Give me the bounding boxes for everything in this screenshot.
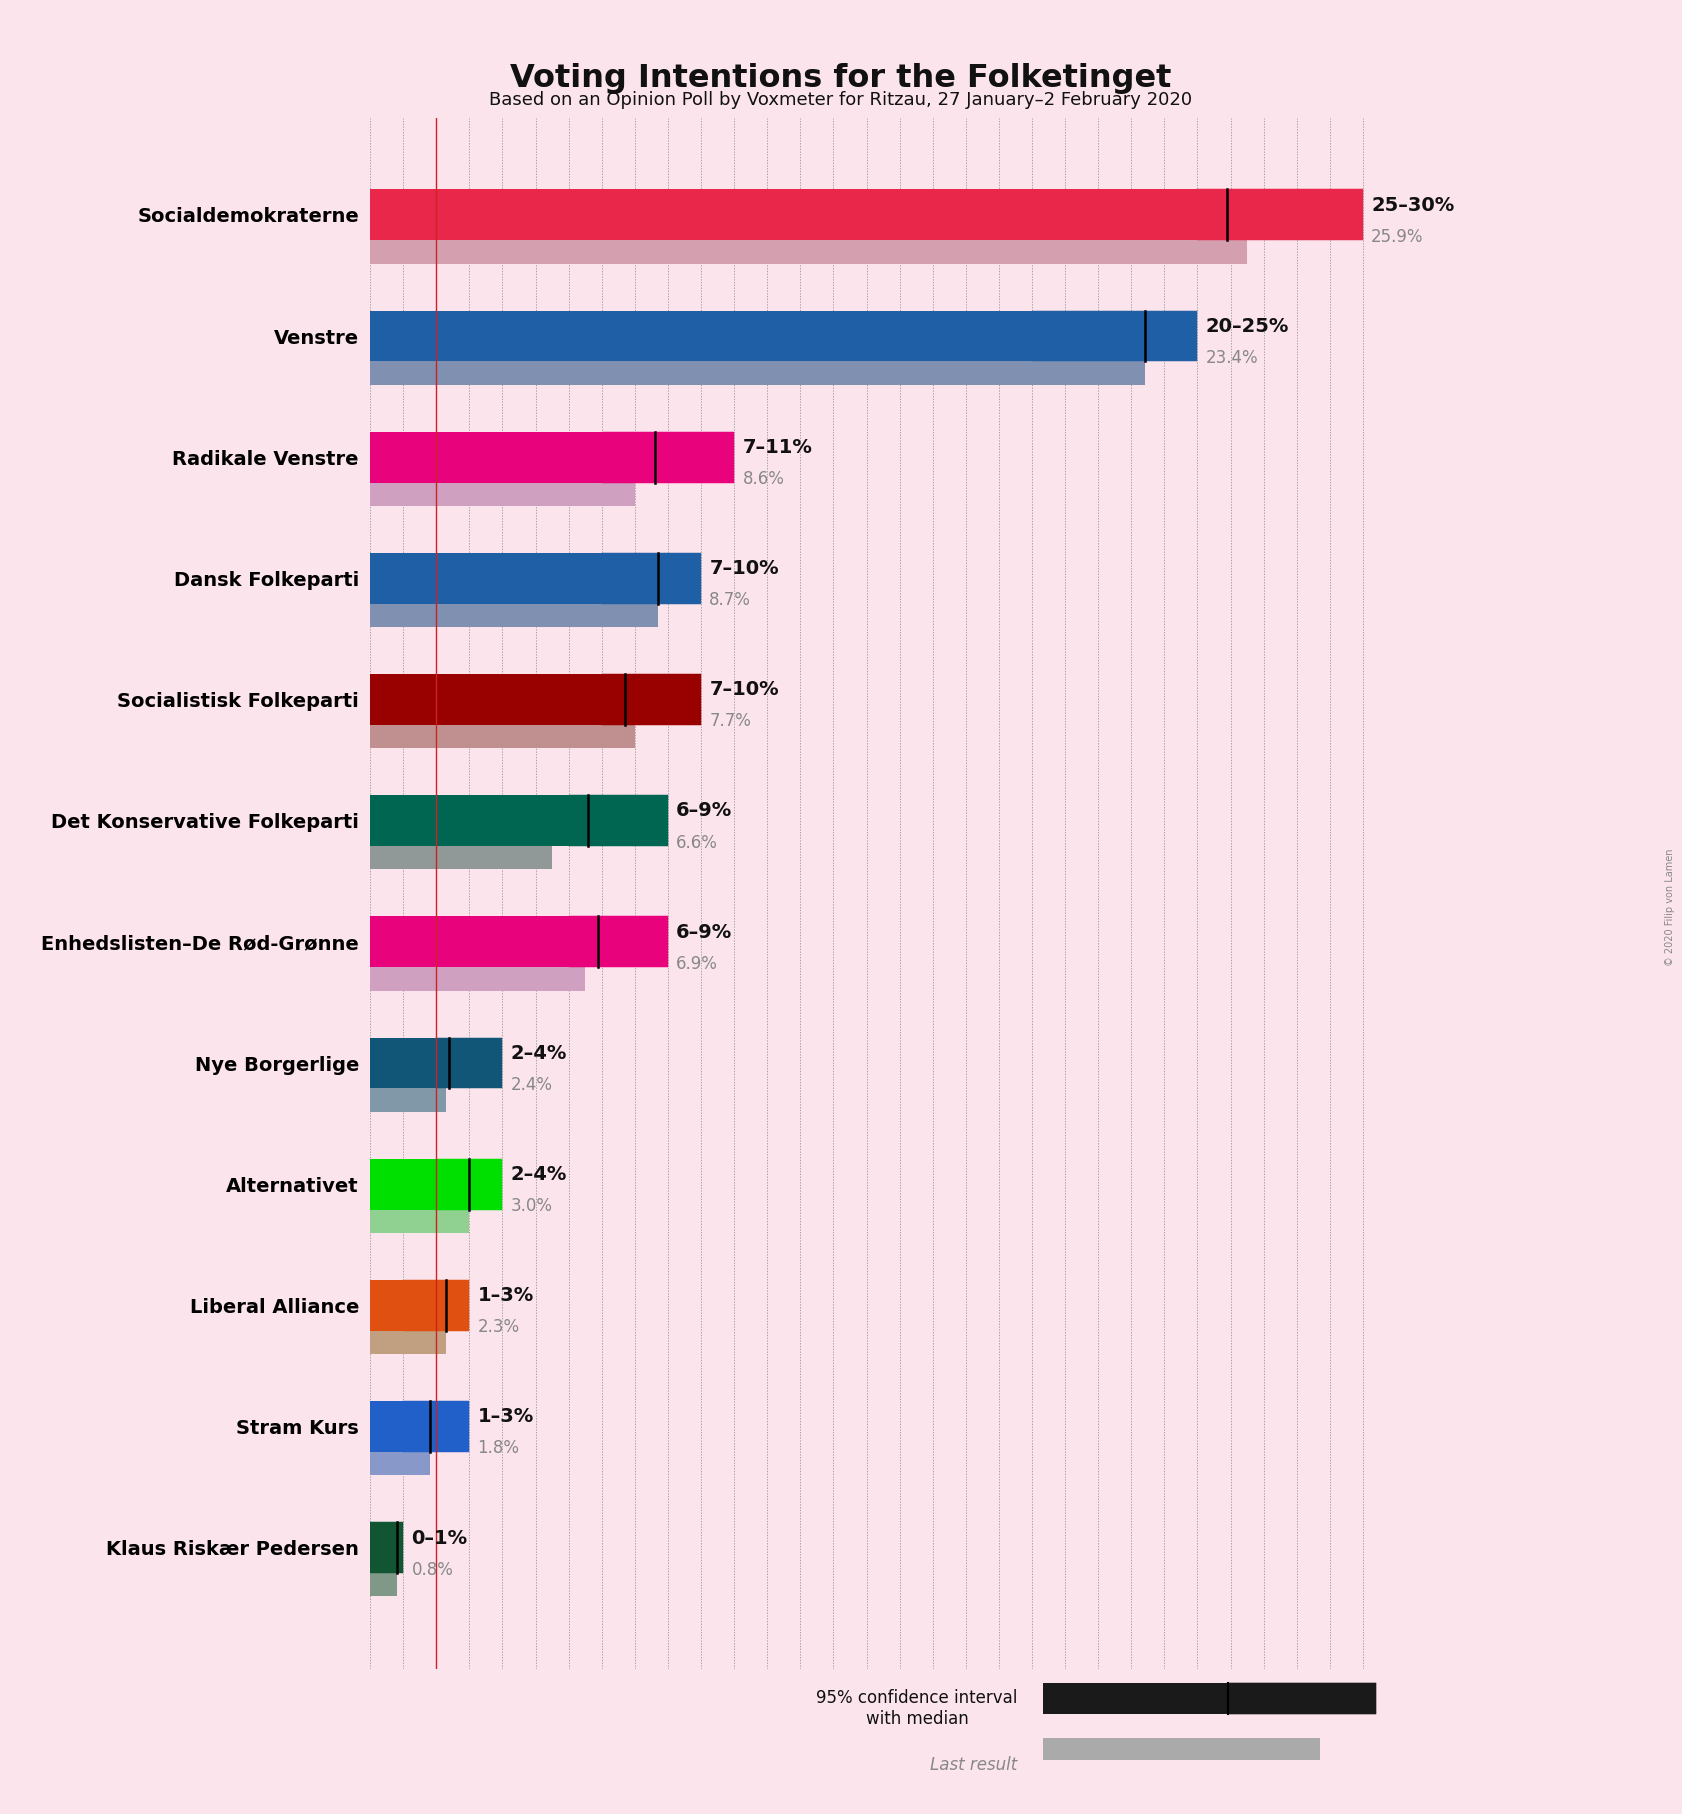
Text: Last result: Last result: [930, 1756, 1018, 1774]
Text: Voting Intentions for the Folketinget: Voting Intentions for the Folketinget: [510, 63, 1172, 94]
Text: 25–30%: 25–30%: [1371, 196, 1455, 214]
Bar: [370, 432, 602, 483]
Bar: [1198, 189, 1362, 239]
Bar: [370, 967, 585, 990]
Bar: [436, 1038, 503, 1088]
Text: 6–9%: 6–9%: [676, 923, 732, 941]
Bar: [370, 239, 1246, 263]
Text: 7–11%: 7–11%: [742, 437, 812, 457]
Text: 2.4%: 2.4%: [511, 1076, 553, 1094]
Text: 0.8%: 0.8%: [412, 1560, 452, 1578]
Bar: [569, 916, 668, 967]
Bar: [436, 1038, 503, 1088]
Bar: [569, 916, 668, 967]
Bar: [602, 553, 701, 604]
Bar: [370, 795, 569, 845]
Bar: [1228, 1683, 1376, 1714]
Bar: [436, 1159, 503, 1210]
Bar: [1198, 189, 1362, 239]
Bar: [569, 795, 668, 845]
Bar: [602, 432, 733, 483]
Bar: [370, 1522, 404, 1573]
Bar: [370, 916, 569, 967]
Bar: [602, 432, 733, 483]
Bar: [404, 1400, 469, 1451]
Bar: [1033, 310, 1198, 361]
Bar: [370, 553, 602, 604]
Text: 6.9%: 6.9%: [676, 954, 718, 972]
Text: © 2020 Filip von Lamen: © 2020 Filip von Lamen: [1665, 849, 1675, 965]
Bar: [404, 1281, 469, 1331]
Bar: [602, 432, 733, 483]
Text: 1–3%: 1–3%: [478, 1286, 533, 1306]
Text: 8.7%: 8.7%: [710, 591, 752, 610]
Text: 0–1%: 0–1%: [412, 1529, 468, 1547]
Bar: [436, 1159, 503, 1210]
Text: 3.0%: 3.0%: [511, 1197, 553, 1215]
Text: 7–10%: 7–10%: [710, 559, 779, 579]
Bar: [370, 1159, 436, 1210]
Bar: [602, 553, 701, 604]
Bar: [1043, 1683, 1228, 1714]
Bar: [370, 1522, 404, 1573]
Text: 2–4%: 2–4%: [511, 1043, 567, 1063]
Text: 1.8%: 1.8%: [478, 1439, 520, 1457]
Bar: [602, 675, 701, 726]
Bar: [370, 845, 552, 869]
Bar: [602, 553, 701, 604]
Text: 95% confidence interval
with median: 95% confidence interval with median: [816, 1689, 1018, 1729]
Text: 6.6%: 6.6%: [676, 833, 718, 851]
Text: 23.4%: 23.4%: [1206, 348, 1258, 366]
Bar: [602, 675, 701, 726]
Bar: [370, 361, 1144, 385]
Bar: [404, 1400, 469, 1451]
Text: 2–4%: 2–4%: [511, 1165, 567, 1185]
Bar: [1033, 310, 1198, 361]
Bar: [370, 1038, 436, 1088]
Bar: [370, 1281, 404, 1331]
Bar: [569, 916, 668, 967]
Bar: [404, 1281, 469, 1331]
Text: 7–10%: 7–10%: [710, 680, 779, 700]
Text: 1–3%: 1–3%: [478, 1408, 533, 1426]
Bar: [370, 310, 1033, 361]
Bar: [1033, 310, 1198, 361]
Bar: [370, 675, 602, 726]
Text: 8.6%: 8.6%: [742, 470, 784, 488]
Bar: [436, 1159, 503, 1210]
Bar: [370, 602, 658, 628]
Bar: [370, 189, 1198, 239]
Bar: [436, 1038, 503, 1088]
Bar: [1198, 189, 1362, 239]
Bar: [370, 483, 634, 506]
Bar: [1228, 1683, 1376, 1714]
Text: 6–9%: 6–9%: [676, 802, 732, 820]
Bar: [370, 1400, 404, 1451]
Bar: [370, 1522, 404, 1573]
Bar: [370, 1088, 446, 1112]
Bar: [404, 1400, 469, 1451]
Text: 20–25%: 20–25%: [1206, 317, 1288, 336]
Text: 7.7%: 7.7%: [710, 713, 752, 731]
Bar: [370, 724, 634, 749]
Text: Based on an Opinion Poll by Voxmeter for Ritzau, 27 January–2 February 2020: Based on an Opinion Poll by Voxmeter for…: [489, 91, 1193, 109]
Bar: [569, 795, 668, 845]
Bar: [370, 1330, 446, 1353]
Text: 2.3%: 2.3%: [478, 1319, 520, 1337]
Bar: [370, 1208, 469, 1234]
Bar: [1043, 1738, 1320, 1760]
Bar: [370, 1573, 397, 1596]
Bar: [569, 795, 668, 845]
Text: 25.9%: 25.9%: [1371, 227, 1423, 245]
Bar: [602, 675, 701, 726]
Bar: [370, 1451, 429, 1475]
Bar: [404, 1281, 469, 1331]
Bar: [1228, 1683, 1376, 1714]
